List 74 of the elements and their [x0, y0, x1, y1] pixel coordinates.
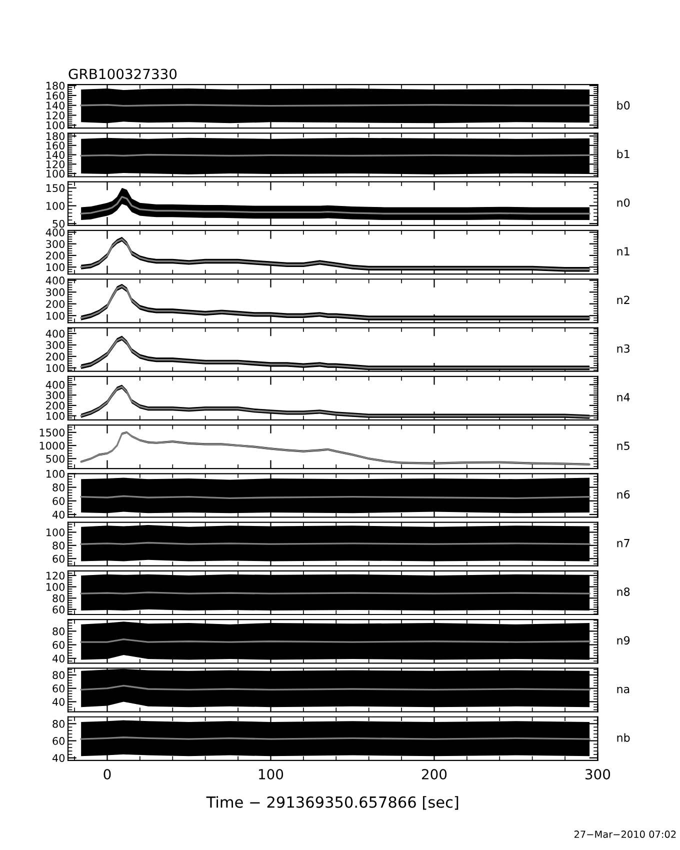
y2-axis-title: nb [617, 733, 630, 742]
chart-title: GRB100327330 [68, 68, 177, 80]
y-tick-label: 40 [52, 698, 65, 706]
y2-axis-title: n0 [617, 198, 630, 207]
y-tick-label: 50 [52, 220, 65, 228]
y-tick-label: 400 [46, 330, 65, 338]
y2-axis-title: b0 [617, 100, 630, 110]
y-tick-label: 80 [52, 671, 65, 680]
y-tick-label: 100 [46, 583, 65, 591]
y-tick-label: 60 [52, 606, 65, 614]
y-tick-label: 60 [52, 554, 65, 563]
y-tick-label: 160 [46, 142, 65, 150]
y-tick-label: 400 [46, 228, 65, 236]
y-tick-label: 80 [52, 627, 65, 636]
text: 27−Mar−2010 07:02 [574, 830, 676, 838]
y-tick-label: 120 [46, 572, 65, 580]
y-tick-label: 60 [52, 737, 65, 745]
y-tick-label: 80 [52, 542, 65, 550]
y-tick-label: 80 [52, 594, 65, 602]
y-tick-label: 100 [46, 263, 65, 272]
y2-axis-title: n5 [617, 442, 630, 450]
x-tick-label: 0 [104, 768, 111, 780]
y-tick-label: 60 [52, 640, 65, 649]
x-axis-title: Time − 291369350.657866 [sec] [206, 796, 458, 810]
y-tick-label: 400 [46, 276, 65, 284]
y-tick-label: 40 [52, 654, 65, 662]
y2-axis-title: n1 [617, 247, 630, 256]
y2-axis-title: n4 [617, 393, 630, 402]
x-tick-label: 100 [259, 768, 284, 780]
y-tick-label: 100 [46, 528, 65, 536]
y-tick-label: 60 [52, 497, 65, 505]
y-tick-label: 200 [46, 252, 65, 260]
y-tick-label: 60 [52, 684, 65, 692]
y2-axis-title: n7 [617, 539, 630, 548]
y-tick-label: 100 [46, 121, 65, 130]
x-tick-label: 300 [586, 768, 610, 780]
y-tick-label: 150 [46, 184, 65, 192]
y-tick-label: 200 [46, 352, 65, 361]
y2-axis-title: n3 [617, 344, 630, 353]
y2-axis-title: b1 [617, 150, 630, 158]
y-tick-label: 200 [46, 300, 65, 308]
y-tick-label: 100 [46, 202, 65, 210]
y-tick-label: 140 [46, 150, 65, 159]
y-tick-label: 400 [46, 380, 65, 389]
y-tick-label: 300 [46, 391, 65, 400]
y-tick-label: 1500 [40, 428, 65, 436]
y2-axis-title: n9 [617, 636, 630, 645]
y-tick-label: 160 [46, 92, 65, 100]
y-tick-label: 300 [46, 288, 65, 296]
y-tick-label: 300 [46, 341, 65, 350]
y-tick-label: 1000 [40, 442, 65, 450]
y-tick-label: 200 [46, 402, 65, 410]
y-tick-label: 80 [52, 720, 65, 728]
y-tick-label: 120 [46, 111, 65, 120]
y-tick-label: 100 [46, 312, 65, 320]
y-tick-label: 100 [46, 170, 65, 178]
y-tick-label: 100 [46, 364, 65, 372]
x-tick-label: 200 [422, 768, 447, 780]
y-tick-label: 180 [46, 82, 65, 90]
y-tick-label: 140 [46, 102, 65, 110]
y2-axis-title: n6 [617, 490, 630, 499]
line-series [80, 196, 590, 214]
y2-axis-title: n2 [617, 296, 630, 304]
y-tick-label: 80 [52, 484, 65, 492]
y-tick-label: 100 [46, 470, 65, 478]
y-tick-label: 40 [52, 510, 65, 519]
y2-axis-title: n8 [617, 588, 630, 596]
y-tick-label: 100 [46, 412, 65, 420]
y-tick-label: 120 [46, 160, 65, 168]
y-tick-label: 40 [52, 754, 65, 762]
y-tick-label: 300 [46, 240, 65, 248]
y-tick-label: 180 [46, 132, 65, 140]
y2-axis-title: na [617, 686, 630, 694]
y-tick-label: 500 [46, 454, 65, 463]
